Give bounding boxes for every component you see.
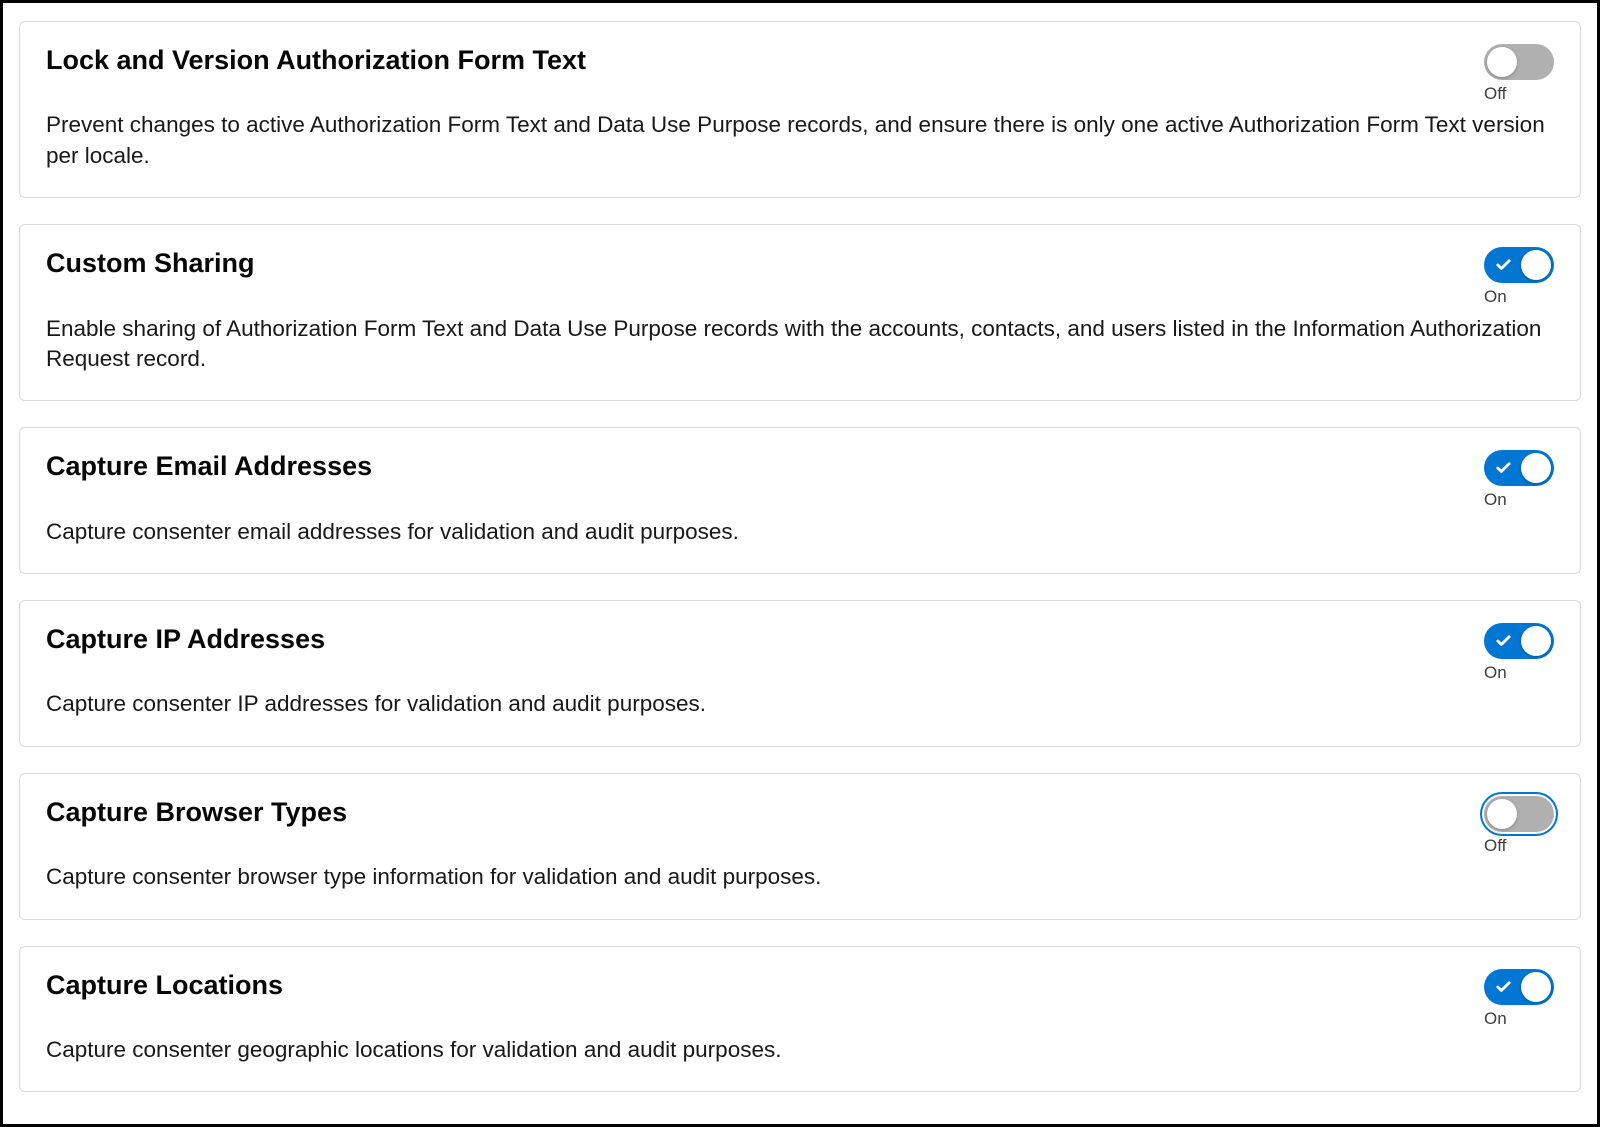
setting-description: Capture consenter IP addresses for valid… xyxy=(46,689,1554,719)
toggle-wrap: On xyxy=(1484,450,1554,510)
toggle-wrap: Off xyxy=(1484,796,1554,856)
toggle-knob xyxy=(1521,626,1551,656)
toggle-knob xyxy=(1521,453,1551,483)
setting-description: Capture consenter geographic locations f… xyxy=(46,1035,1554,1065)
toggle-capture-ip[interactable] xyxy=(1484,623,1554,659)
setting-card-capture-email: Capture Email Addresses Capture consente… xyxy=(19,427,1581,574)
toggle-wrap: On xyxy=(1484,247,1554,307)
check-icon xyxy=(1495,460,1512,477)
check-icon xyxy=(1495,633,1512,650)
setting-title: Custom Sharing xyxy=(46,247,1554,279)
setting-card-capture-locations: Capture Locations Capture consenter geog… xyxy=(19,946,1581,1093)
toggle-state-label: Off xyxy=(1484,84,1506,104)
toggle-state-label: On xyxy=(1484,663,1507,683)
toggle-capture-locations[interactable] xyxy=(1484,969,1554,1005)
toggle-knob xyxy=(1521,250,1551,280)
setting-title: Capture Locations xyxy=(46,969,1554,1001)
setting-title: Capture IP Addresses xyxy=(46,623,1554,655)
toggle-capture-browser[interactable] xyxy=(1484,796,1554,832)
setting-card-capture-browser: Capture Browser Types Capture consenter … xyxy=(19,773,1581,920)
settings-list: Lock and Version Authorization Form Text… xyxy=(11,11,1589,1102)
toggle-lock-version[interactable] xyxy=(1484,44,1554,80)
setting-card-lock-version: Lock and Version Authorization Form Text… xyxy=(19,21,1581,198)
toggle-wrap: On xyxy=(1484,969,1554,1029)
toggle-wrap: Off xyxy=(1484,44,1554,104)
setting-card-custom-sharing: Custom Sharing Enable sharing of Authori… xyxy=(19,224,1581,401)
setting-title: Capture Email Addresses xyxy=(46,450,1554,482)
setting-description: Capture consenter browser type informati… xyxy=(46,862,1554,892)
toggle-state-label: Off xyxy=(1484,836,1506,856)
setting-description: Enable sharing of Authorization Form Tex… xyxy=(46,314,1554,375)
toggle-knob xyxy=(1487,47,1517,77)
setting-card-capture-ip: Capture IP Addresses Capture consenter I… xyxy=(19,600,1581,747)
setting-description: Capture consenter email addresses for va… xyxy=(46,517,1554,547)
toggle-knob xyxy=(1521,972,1551,1002)
setting-title: Capture Browser Types xyxy=(46,796,1554,828)
setting-description: Prevent changes to active Authorization … xyxy=(46,110,1554,171)
toggle-capture-email[interactable] xyxy=(1484,450,1554,486)
toggle-state-label: On xyxy=(1484,287,1507,307)
check-icon xyxy=(1495,978,1512,995)
toggle-state-label: On xyxy=(1484,490,1507,510)
toggle-wrap: On xyxy=(1484,623,1554,683)
setting-title: Lock and Version Authorization Form Text xyxy=(46,44,1554,76)
toggle-custom-sharing[interactable] xyxy=(1484,247,1554,283)
check-icon xyxy=(1495,257,1512,274)
toggle-knob xyxy=(1487,799,1517,829)
toggle-state-label: On xyxy=(1484,1009,1507,1029)
